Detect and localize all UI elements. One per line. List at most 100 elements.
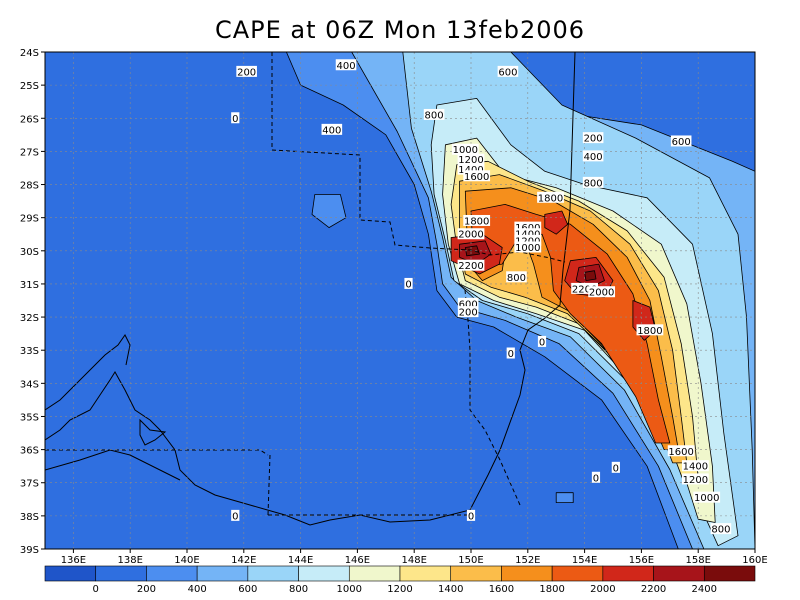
contour-label: 600 — [672, 137, 691, 148]
contour-region-200 — [311, 194, 347, 229]
colorbar-swatch — [348, 565, 401, 582]
contour-label-bg — [457, 259, 485, 271]
contour-label: 1800 — [538, 193, 563, 204]
border-sa-west — [45, 449, 269, 456]
y-tick-label: 35S — [20, 412, 39, 423]
contour-label-bg — [457, 228, 485, 240]
colorbar-swatch — [196, 565, 249, 582]
contour-region-2400 — [464, 245, 480, 257]
state-borders — [45, 52, 566, 516]
contour-label-bg — [681, 460, 709, 472]
contour-label: 800 — [425, 110, 444, 121]
contour-label-bg — [457, 153, 485, 165]
contour-region-2000 — [544, 210, 568, 235]
colorbar-label: 2200 — [641, 584, 666, 595]
contour-label: 200 — [237, 67, 256, 78]
colorbar-swatch — [146, 565, 198, 582]
colorbar-label: 1000 — [337, 584, 362, 595]
y-tick-label: 31S — [20, 280, 39, 291]
contour-label: 0 — [405, 279, 411, 290]
colorbar-label: 1400 — [438, 584, 463, 595]
contour-label: 800 — [584, 178, 603, 189]
colorbar-label: 1600 — [489, 584, 514, 595]
contour-label-bg — [537, 191, 564, 203]
contour-label-bg — [321, 123, 343, 135]
colorbar-label: 1800 — [539, 584, 564, 595]
x-tick-label: 152E — [515, 555, 540, 566]
contour-label-bg — [335, 59, 357, 71]
contour-label-bg — [591, 471, 601, 483]
y-tick-label: 33S — [20, 346, 39, 357]
x-tick-label: 156E — [629, 555, 654, 566]
y-axis-ticks: 24S 25S 26S 27S 28S 29S 30S 31S 32S 33S 34S 35S 36S 3… — [20, 48, 45, 556]
contour-label: 1200 — [683, 475, 708, 486]
border-sa-vic — [267, 454, 271, 516]
coastline — [45, 52, 576, 526]
contour-label-bg — [457, 163, 485, 175]
contour-label: 600 — [498, 67, 517, 78]
contour-label-bg — [514, 234, 542, 246]
contour-label: 0 — [613, 463, 619, 474]
colorbar-label: 2000 — [590, 584, 615, 595]
contour-label: 2000 — [458, 230, 483, 241]
contour-label: 2200 — [572, 284, 597, 295]
colorbar-label: 1200 — [387, 584, 412, 595]
x-tick-label: 140E — [174, 555, 199, 566]
x-tick-label: 150E — [458, 555, 483, 566]
contour-label-bg — [681, 473, 709, 485]
y-tick-label: 24S — [20, 48, 39, 59]
contour-label-bg — [497, 65, 519, 77]
contour-label-bg — [457, 297, 479, 309]
contour-label: 200 — [584, 134, 603, 145]
colorbar-label: 600 — [238, 584, 257, 595]
border-qld-nsw — [271, 149, 566, 263]
contour-label: 1000 — [515, 243, 540, 254]
coastline-south — [45, 449, 181, 481]
contour-label: 400 — [322, 125, 341, 136]
contour-label-bg — [636, 324, 664, 336]
x-tick-label: 144E — [288, 555, 313, 566]
colorbar-label: 800 — [289, 584, 308, 595]
contour-label: 2000 — [589, 288, 614, 299]
contour-label: 400 — [584, 152, 603, 163]
contour-label-bg — [537, 335, 547, 347]
contour-label-bg — [423, 108, 445, 120]
contour-region-200 — [555, 492, 574, 504]
colorbar-label: 200 — [137, 584, 156, 595]
contour-label: 0 — [539, 337, 545, 348]
contour-label-bg — [582, 176, 604, 188]
contour-label-bg — [451, 143, 479, 155]
y-tick-label: 39S — [20, 545, 39, 556]
contour-label-bg — [457, 306, 479, 318]
colorbar-swatch — [602, 565, 654, 582]
contour-label: 1600 — [668, 447, 693, 458]
contour-label: 800 — [711, 525, 730, 536]
contour-labels: 200 400 600 0 400 800 200 400 600 1000 1200 1400 800… — [231, 59, 732, 536]
coastline-gulf-inner — [139, 418, 167, 446]
y-tick-label: 36S — [20, 446, 39, 457]
grid — [45, 52, 755, 549]
y-tick-label: 28S — [20, 181, 39, 192]
contour-label: 1400 — [683, 462, 708, 473]
contour-label-bg — [514, 241, 542, 253]
colorbar-swatch — [95, 565, 147, 582]
contour-label: 200 — [459, 308, 478, 319]
colorbar-label: 400 — [188, 584, 207, 595]
contour-label-bg — [571, 282, 598, 294]
colorbar-swatch — [298, 565, 350, 582]
contour-label: 0 — [508, 349, 514, 360]
contour-label: 1800 — [637, 326, 662, 337]
contour-label-bg — [506, 271, 527, 283]
colorbar-swatch — [501, 565, 553, 582]
contour-label-bg — [463, 214, 491, 226]
contour-label-bg — [466, 509, 476, 521]
contour-label-bg — [404, 277, 413, 289]
colorbar: 0 200 400 600 800 1000 1200 1400 1600 1800 2000 220… — [44, 565, 756, 595]
contour-label: 0 — [232, 114, 238, 125]
contour-label: 1200 — [458, 155, 483, 166]
contour-label-bg — [710, 523, 732, 535]
x-tick-label: 154E — [572, 555, 597, 566]
colorbar-swatch — [703, 565, 756, 582]
contour-label: 400 — [336, 61, 355, 72]
coastline-east — [45, 52, 576, 526]
